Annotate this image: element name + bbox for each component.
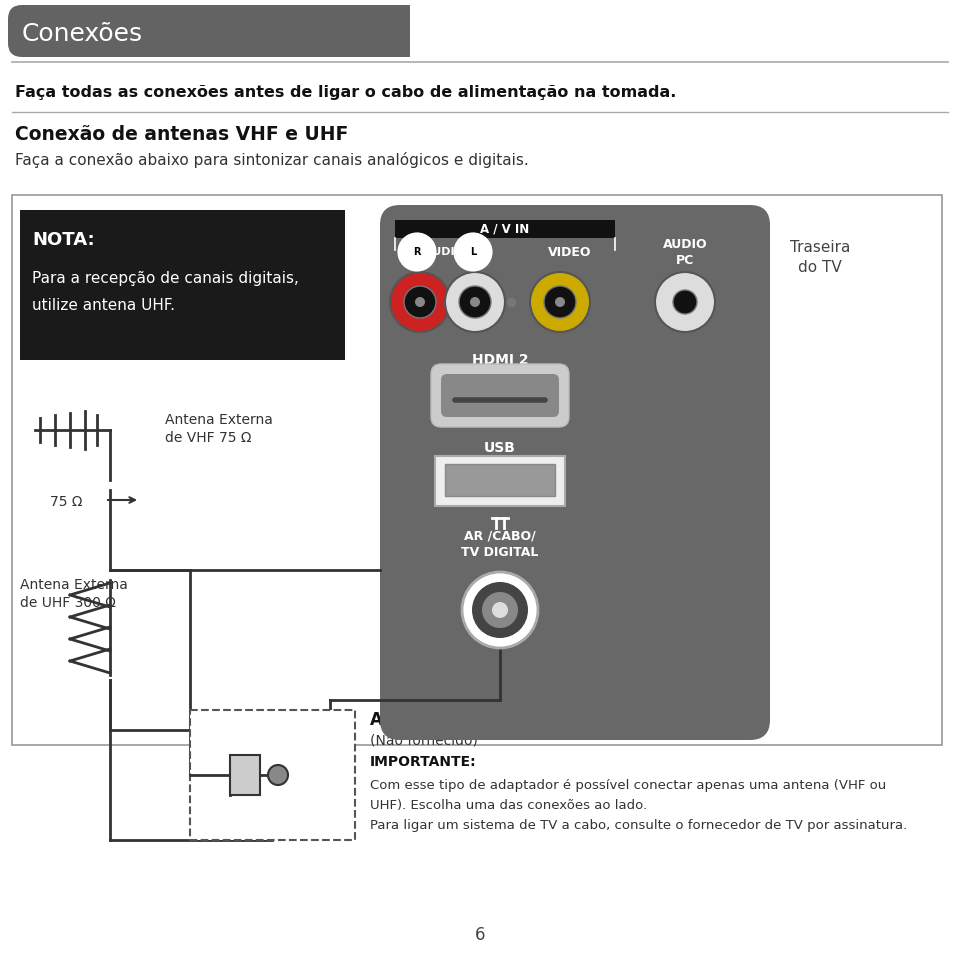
Text: TV DIGITAL: TV DIGITAL [462,546,539,560]
Bar [435,456,565,506]
Text: HDMI 2: HDMI 2 [471,353,528,367]
Bar [230,755,260,795]
Circle shape [544,286,576,318]
Text: IMPORTANTE:: IMPORTANTE: [370,755,476,769]
Text: Para ligar um sistema de TV a cabo, consulte o fornecedor de TV por assinatura.: Para ligar um sistema de TV a cabo, cons… [370,819,907,831]
Bar [190,710,355,840]
Text: 75 Ω: 75 Ω [50,495,83,509]
Bar [445,464,555,496]
Circle shape [472,582,528,638]
FancyBboxPatch shape [431,364,569,427]
Text: de UHF 300 Ω: de UHF 300 Ω [20,596,116,610]
Circle shape [492,602,508,618]
Circle shape [673,290,697,314]
Circle shape [415,297,425,307]
Text: AUDIO: AUDIO [425,247,465,257]
Text: Traseira: Traseira [790,241,851,255]
Text: USB: USB [484,441,516,455]
Bar [12,195,942,745]
Text: (Não fornecido): (Não fornecido) [370,733,478,747]
Text: 6: 6 [475,926,485,944]
Circle shape [470,297,480,307]
FancyBboxPatch shape [441,374,559,417]
Text: Adaptador: Adaptador [370,711,468,729]
FancyBboxPatch shape [8,5,403,57]
Text: Com esse tipo de adaptador é possível conectar apenas uma antena (VHF ou: Com esse tipo de adaptador é possível co… [370,779,886,791]
Text: do TV: do TV [798,260,842,276]
Text: Antena Externa: Antena Externa [20,578,128,592]
Circle shape [530,272,590,332]
Circle shape [445,272,505,332]
Text: Conexões: Conexões [22,22,143,46]
Text: Conexão de antenas VHF e UHF: Conexão de antenas VHF e UHF [15,126,348,145]
Text: UHF). Escolha uma das conexões ao lado.: UHF). Escolha uma das conexões ao lado. [370,799,647,811]
Text: Antena Externa: Antena Externa [165,413,273,427]
Bar [395,220,615,238]
Text: utilize antena UHF.: utilize antena UHF. [32,298,175,313]
Circle shape [268,765,288,785]
Bar [20,210,345,360]
Circle shape [390,272,450,332]
Circle shape [482,592,518,628]
FancyBboxPatch shape [380,205,770,740]
Circle shape [404,286,436,318]
Text: AUDIO
PC: AUDIO PC [662,237,708,267]
Circle shape [655,272,715,332]
Text: L: L [469,247,476,257]
Text: AR /CABO/: AR /CABO/ [464,530,536,542]
Text: R: R [413,247,420,257]
Text: Para a recepção de canais digitais,: Para a recepção de canais digitais, [32,271,299,285]
Bar [280,5,410,57]
Circle shape [459,286,491,318]
Text: Faça a conexão abaixo para sintonizar canais analógicos e digitais.: Faça a conexão abaixo para sintonizar ca… [15,152,529,168]
Text: VIDEO: VIDEO [548,246,591,258]
Text: NOTA:: NOTA: [32,231,95,249]
Circle shape [555,297,565,307]
Circle shape [462,572,538,648]
Text: de VHF 75 Ω: de VHF 75 Ω [165,431,252,445]
Text: Faça todas as conexões antes de ligar o cabo de alimentação na tomada.: Faça todas as conexões antes de ligar o … [15,85,677,101]
Text: A / V IN: A / V IN [480,223,530,235]
